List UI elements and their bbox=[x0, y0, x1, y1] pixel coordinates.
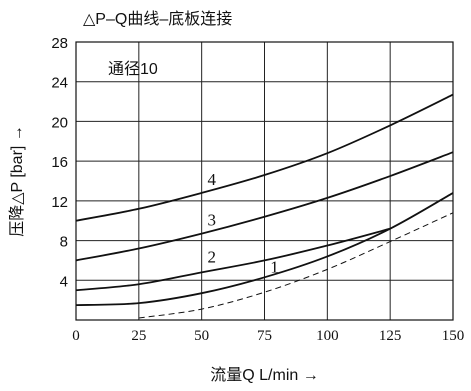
y-tick-label: 4 bbox=[60, 273, 68, 290]
x-tick-label: 150 bbox=[442, 328, 465, 344]
y-tick-label: 24 bbox=[51, 75, 68, 92]
grid bbox=[76, 42, 453, 320]
series-line-2 bbox=[75, 227, 391, 292]
x-tick-label: 25 bbox=[131, 328, 146, 344]
series-line-1 bbox=[75, 192, 454, 307]
series-label-3: 3 bbox=[207, 211, 216, 230]
y-tick-labels: 4 8 12 16 20 24 28 bbox=[51, 35, 68, 290]
x-tick-label: 75 bbox=[257, 328, 272, 344]
chart-title: △P–Q曲线–底板连接 bbox=[83, 10, 232, 28]
x-tick-labels: 0 25 50 75 100 125 150 bbox=[72, 328, 464, 344]
series-line-dashed bbox=[138, 212, 454, 319]
plot-frame bbox=[75, 41, 454, 321]
series-label-2: 2 bbox=[207, 247, 216, 266]
x-tick-label: 50 bbox=[194, 328, 209, 344]
x-tick-label: 125 bbox=[379, 328, 402, 344]
series-labels: 1 2 3 4 bbox=[207, 170, 278, 276]
series-label-1: 1 bbox=[270, 257, 279, 276]
y-axis-label: 压降△P [bar] → bbox=[8, 125, 26, 237]
series-label-4: 4 bbox=[207, 170, 216, 189]
series-line-3 bbox=[75, 151, 454, 262]
y-tick-label: 16 bbox=[51, 154, 68, 171]
y-tick-label: 28 bbox=[51, 35, 68, 52]
series-line-4 bbox=[75, 93, 454, 222]
x-tick-label: 100 bbox=[316, 328, 339, 344]
series-lines bbox=[75, 93, 454, 319]
x-axis-label: 流量Q L/min → bbox=[210, 366, 318, 384]
x-tick-label: 0 bbox=[72, 328, 80, 344]
size-annotation: 通径10 bbox=[108, 60, 158, 78]
y-tick-label: 12 bbox=[51, 194, 68, 211]
y-tick-label: 20 bbox=[51, 114, 68, 131]
y-tick-label: 8 bbox=[60, 234, 68, 251]
